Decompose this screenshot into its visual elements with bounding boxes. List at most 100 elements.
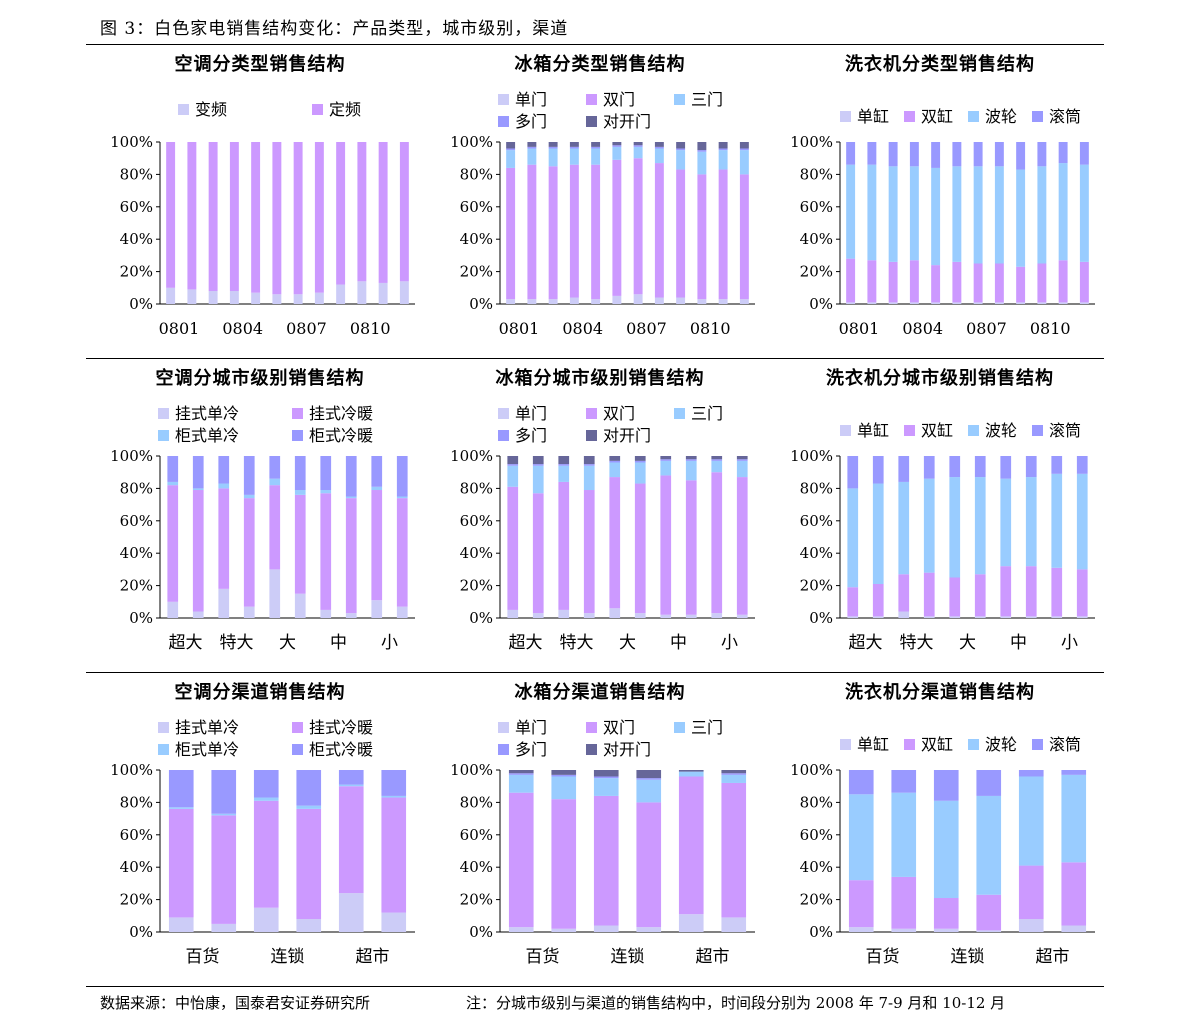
legend-label: 对开门 [603, 740, 651, 759]
x-tick-label: 连锁 [951, 947, 985, 967]
bar-segment [847, 456, 859, 489]
x-tick-label: 中 [670, 633, 687, 653]
legend-label: 双门 [603, 404, 635, 423]
bar-segment [507, 456, 519, 465]
y-tick-label: 20% [460, 577, 493, 595]
bar-segment [847, 488, 859, 588]
bar-segment [381, 797, 407, 913]
bar-segment [583, 490, 595, 614]
bar-segment [718, 148, 728, 151]
bar-segment [949, 477, 961, 578]
x-tick-label: 中 [330, 633, 347, 653]
bar-segment [846, 142, 856, 165]
bar-segment [1000, 566, 1012, 617]
bar-segment [660, 475, 672, 615]
x-tick-label: 特大 [900, 633, 934, 653]
legend-swatch [674, 94, 685, 105]
bar-segment [633, 145, 643, 147]
bar-segment [848, 880, 874, 928]
bar-segment [888, 302, 898, 304]
y-tick-label: 80% [460, 793, 493, 811]
bar-segment [612, 146, 622, 160]
bar-segment [676, 148, 686, 151]
y-tick-label: 60% [460, 198, 493, 216]
bar-segment [527, 164, 537, 300]
bar-segment [867, 164, 877, 261]
bar-segment [558, 609, 570, 618]
bar-segment [583, 456, 595, 465]
legend-swatch [968, 111, 979, 122]
bar-segment [211, 815, 237, 924]
chart-title: 冰箱分城市级别销售结构 [495, 368, 705, 389]
x-tick-label: 连锁 [611, 947, 645, 967]
bar-segment [1058, 260, 1068, 303]
bar-segment [548, 146, 558, 149]
bar-segment [1061, 770, 1087, 775]
legend-label: 对开门 [603, 112, 651, 131]
legend-label: 单缸 [857, 107, 889, 126]
bar-segment [558, 456, 570, 465]
y-tick-label: 100% [450, 133, 493, 151]
legend-swatch [840, 111, 851, 122]
bar-segment [211, 770, 237, 814]
y-tick-label: 0% [809, 923, 833, 941]
bar-segment [508, 773, 534, 775]
bar-segment [973, 166, 983, 264]
y-tick-label: 20% [460, 891, 493, 909]
chart-title: 冰箱分类型销售结构 [514, 54, 686, 75]
x-tick-label: 0801 [499, 319, 540, 338]
bar-segment [558, 481, 570, 610]
x-tick-label: 大 [279, 633, 296, 653]
bar-segment [676, 297, 686, 304]
bar-segment [976, 770, 1002, 796]
bar-segment [994, 263, 1004, 303]
bar-segment [378, 142, 388, 283]
x-tick-label: 0801 [159, 319, 200, 338]
legend-swatch [498, 116, 509, 127]
legend-label: 波轮 [985, 735, 1017, 754]
bar-segment [949, 456, 961, 478]
x-tick-label: 连锁 [271, 947, 305, 967]
bar-segment [1051, 456, 1063, 474]
x-tick-label: 0807 [626, 319, 667, 338]
bar-segment [399, 281, 409, 304]
bar-segment [867, 302, 877, 304]
y-tick-label: 40% [460, 858, 493, 876]
bar-segment [1061, 862, 1087, 926]
bar-segment [336, 142, 346, 285]
y-tick-label: 60% [800, 198, 833, 216]
row-divider [86, 358, 1104, 359]
y-tick-label: 100% [110, 761, 153, 779]
x-tick-label: 0810 [690, 319, 731, 338]
legend-label: 双缸 [921, 107, 953, 126]
stacked-bar-chart: 单缸 双缸 波轮 滚筒 0% 20% 40% 60% 80% 100% 超大 特大 大 中 小 [790, 421, 1095, 653]
bar-segment [678, 914, 704, 932]
bar-segment [654, 146, 664, 149]
bar-segment [974, 574, 986, 617]
bar-segment [272, 294, 282, 304]
y-tick-label: 40% [120, 858, 153, 876]
y-tick-label: 80% [800, 479, 833, 497]
legend-label: 变频 [195, 100, 227, 119]
bar-segment [678, 771, 704, 777]
bar-segment [952, 302, 962, 304]
x-tick-label: 0807 [286, 319, 327, 338]
legend-label: 挂式冷暖 [309, 404, 373, 423]
bar-segment [269, 569, 281, 618]
bar-segment [923, 478, 935, 573]
bar-segment [1025, 566, 1037, 617]
bar-segment [676, 150, 686, 170]
legend-swatch [292, 408, 303, 419]
bar-segment [636, 770, 662, 779]
legend-label: 多门 [515, 112, 547, 131]
bar-segment [1076, 473, 1088, 570]
bar-segment [507, 486, 519, 610]
stacked-bar-chart: 单缸 双缸 波轮 滚筒 0% 20% 40% 60% 80% 100% 百货 连锁 超市 [790, 735, 1095, 967]
legend-label: 滚筒 [1049, 421, 1081, 440]
legend-swatch [586, 408, 597, 419]
bar-segment [532, 465, 544, 494]
bar-segment [507, 465, 519, 487]
